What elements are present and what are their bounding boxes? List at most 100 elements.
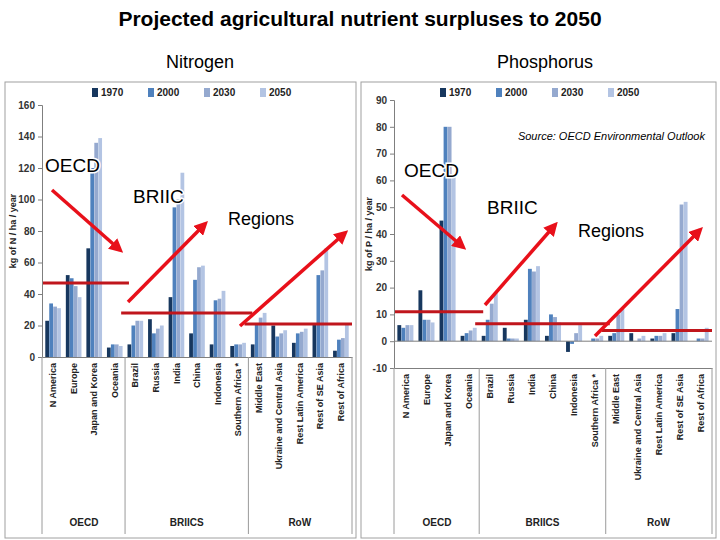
x-tick-label: N America [401, 373, 411, 418]
reference-line [475, 322, 610, 325]
x-tick-label: Southern Africa * [233, 363, 243, 437]
x-tick-label: Indonesia [213, 362, 223, 405]
bar-series [397, 221, 675, 352]
group-separator [125, 357, 126, 534]
x-tick: Europe [422, 374, 432, 405]
y-tick-label: 90 [376, 95, 388, 106]
x-tick-label: Middle East [611, 374, 621, 424]
y-tick-label: 60 [376, 175, 388, 186]
y-tick-label: 30 [376, 255, 388, 266]
reference-line [42, 281, 129, 284]
y-axis-line [38, 106, 43, 358]
y-tick: -10 [373, 363, 394, 374]
bar-series [45, 248, 337, 357]
legend-swatch [552, 88, 558, 97]
x-tick-label: Europe [422, 374, 432, 405]
bar [119, 346, 123, 357]
bar [528, 269, 532, 341]
y-tick: 100 [18, 194, 42, 205]
annotation-arrow [52, 190, 120, 250]
bar [473, 328, 477, 341]
bar [431, 322, 435, 341]
bar [461, 336, 465, 341]
bar [566, 341, 570, 352]
annotation-arrow [402, 195, 463, 247]
x-tick: Europe [69, 363, 79, 394]
bar [279, 333, 283, 357]
reference-line [602, 329, 712, 332]
y-tick-mark [38, 231, 42, 232]
x-tick-label: Russia [506, 373, 516, 404]
x-axis-line [395, 368, 713, 369]
annotation-arrow [485, 225, 555, 305]
bar [410, 325, 414, 341]
x-tick: Middle East [254, 363, 264, 413]
bar [313, 324, 317, 357]
bar [469, 330, 473, 341]
x-tick-label: China [548, 373, 558, 399]
group-separator [352, 357, 353, 534]
y-tick-label: 80 [24, 226, 36, 237]
legend-label: 2030 [213, 87, 236, 98]
bar [324, 248, 328, 357]
x-tick: Middle East [611, 374, 621, 424]
group-separator [605, 368, 606, 534]
bar [452, 175, 456, 341]
bar [173, 207, 177, 357]
x-axis: N AmericaEuropeJapan and KoreaOceaniaBra… [395, 369, 713, 481]
panel-frame [361, 82, 716, 538]
bar [494, 293, 498, 341]
chart-panel: Nitrogen020406080100120140160N AmericaEu… [5, 52, 356, 538]
y-tick-label: 40 [24, 289, 36, 300]
bar [320, 270, 324, 357]
x-tick-label: Japan and Korea [89, 362, 99, 436]
bar [45, 321, 49, 357]
y-tick-label: 0 [29, 352, 35, 363]
x-tick: Brazil [130, 363, 140, 388]
x-tick-label: India [172, 362, 182, 384]
bar [574, 333, 578, 341]
x-tick-label: Russia [151, 362, 161, 393]
bar [333, 351, 337, 357]
bar [405, 325, 409, 341]
x-tick-label: Rest of SE Asia [675, 373, 685, 440]
group-separator [248, 357, 249, 534]
y-tick-mark [390, 341, 394, 342]
legend-swatch [204, 88, 210, 97]
y-tick: 90 [376, 95, 394, 106]
bar [66, 275, 70, 357]
x-tick: Japan and Korea [443, 373, 453, 447]
group-separator [479, 368, 480, 534]
x-tick-label: Middle East [254, 363, 264, 413]
bar [111, 344, 115, 357]
y-tick-mark [38, 263, 42, 264]
legend-swatch [148, 88, 154, 97]
x-tick: Russia [506, 373, 516, 404]
y-tick-mark [390, 127, 394, 128]
y-tick-label: 120 [18, 163, 35, 174]
x-tick: Oceania [110, 362, 120, 398]
x-tick: N America [401, 373, 411, 418]
y-tick-mark [38, 200, 42, 201]
bar [57, 308, 61, 357]
y-tick: 50 [376, 202, 394, 213]
y-tick: 40 [24, 289, 42, 300]
bar [482, 336, 486, 341]
bar [304, 329, 308, 357]
y-tick-label: 40 [376, 229, 388, 240]
y-tick-mark [390, 207, 394, 208]
bar [553, 317, 557, 341]
bar [616, 314, 620, 341]
x-tick-label: India [527, 373, 537, 395]
y-tick-label: 80 [376, 122, 388, 133]
y-tick-mark [38, 326, 42, 327]
y-tick-mark [390, 288, 394, 289]
x-tick: Rest of SE Asia [675, 373, 685, 440]
reference-lines [42, 283, 352, 324]
x-tick: Southern Africa * [590, 374, 600, 448]
legend: 1970200020302050 [440, 87, 640, 98]
annotation: BRIIC [133, 186, 184, 207]
bar [672, 333, 676, 341]
annotation: OECD [404, 160, 459, 181]
x-tick-label: Brazil [130, 363, 140, 388]
